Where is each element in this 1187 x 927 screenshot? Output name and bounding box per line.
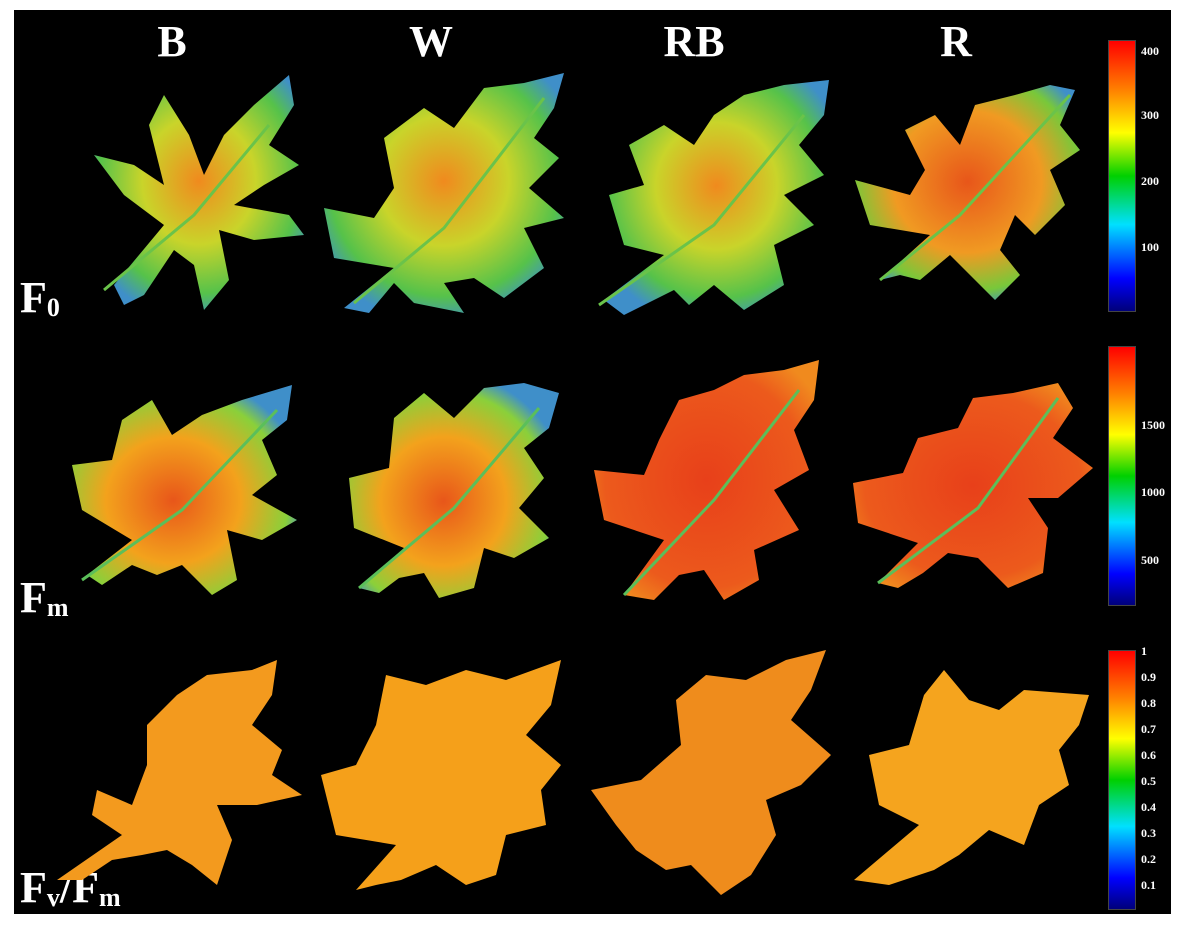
colorbar-f0 — [1108, 40, 1136, 312]
colorbar-f0-tick: 400 — [1141, 44, 1159, 58]
colorbar-fvfm-tick: 0.2 — [1141, 852, 1156, 866]
colorbar-fvfm-tick: 0.1 — [1141, 878, 1156, 892]
leaf-image-fvfm-b — [57, 660, 302, 885]
column-label-b: B — [157, 17, 187, 66]
leaf-image-f0-b — [94, 75, 304, 310]
column-label-w: W — [409, 17, 453, 66]
colorbar-fvfm-tick: 1 — [1141, 644, 1147, 658]
leaf-image-f0-rb — [598, 80, 829, 315]
leaf-image-f0-r — [855, 85, 1080, 300]
colorbar-fvfm-tick: 0.5 — [1141, 774, 1156, 788]
leaf-image-f0-w — [324, 73, 564, 313]
colorbar-f0-tick: 300 — [1141, 108, 1159, 122]
colorbar-f0-tick: 200 — [1141, 174, 1159, 188]
figure-panel: B W RB R F0 Fm Fv/Fm — [14, 10, 1171, 914]
row-label-fm: Fm — [20, 573, 69, 622]
colorbar-fm-tick: 1000 — [1141, 485, 1165, 499]
leaf-image-fm-r — [853, 383, 1093, 588]
colorbar-fvfm-tick: 0.3 — [1141, 826, 1156, 840]
row-label-f0: F0 — [20, 273, 60, 322]
column-label-r: R — [940, 17, 972, 66]
colorbar-fvfm — [1108, 650, 1136, 910]
colorbar-fvfm-tick: 0.8 — [1141, 696, 1156, 710]
colorbar-fm-tick: 1500 — [1141, 418, 1165, 432]
leaf-image-fm-rb — [594, 360, 819, 600]
colorbar-fvfm-tick: 0.9 — [1141, 670, 1156, 684]
leaf-image-fm-w — [349, 383, 559, 598]
colorbar-fvfm-tick: 0.6 — [1141, 748, 1156, 762]
colorbar-fm — [1108, 346, 1136, 606]
colorbar-f0-tick: 100 — [1141, 240, 1159, 254]
row-label-fvfm: Fv/Fm — [20, 863, 121, 912]
colorbar-fm-tick: 500 — [1141, 553, 1159, 567]
leaf-image-fvfm-w — [321, 660, 561, 890]
colorbar-fvfm-tick: 0.7 — [1141, 722, 1156, 736]
colorbar-fvfm-tick: 0.4 — [1141, 800, 1156, 814]
leaf-image-fvfm-rb — [591, 650, 831, 895]
column-label-rb: RB — [663, 17, 725, 66]
leaf-image-fm-b — [72, 385, 297, 595]
leaf-image-fvfm-r — [854, 670, 1089, 885]
